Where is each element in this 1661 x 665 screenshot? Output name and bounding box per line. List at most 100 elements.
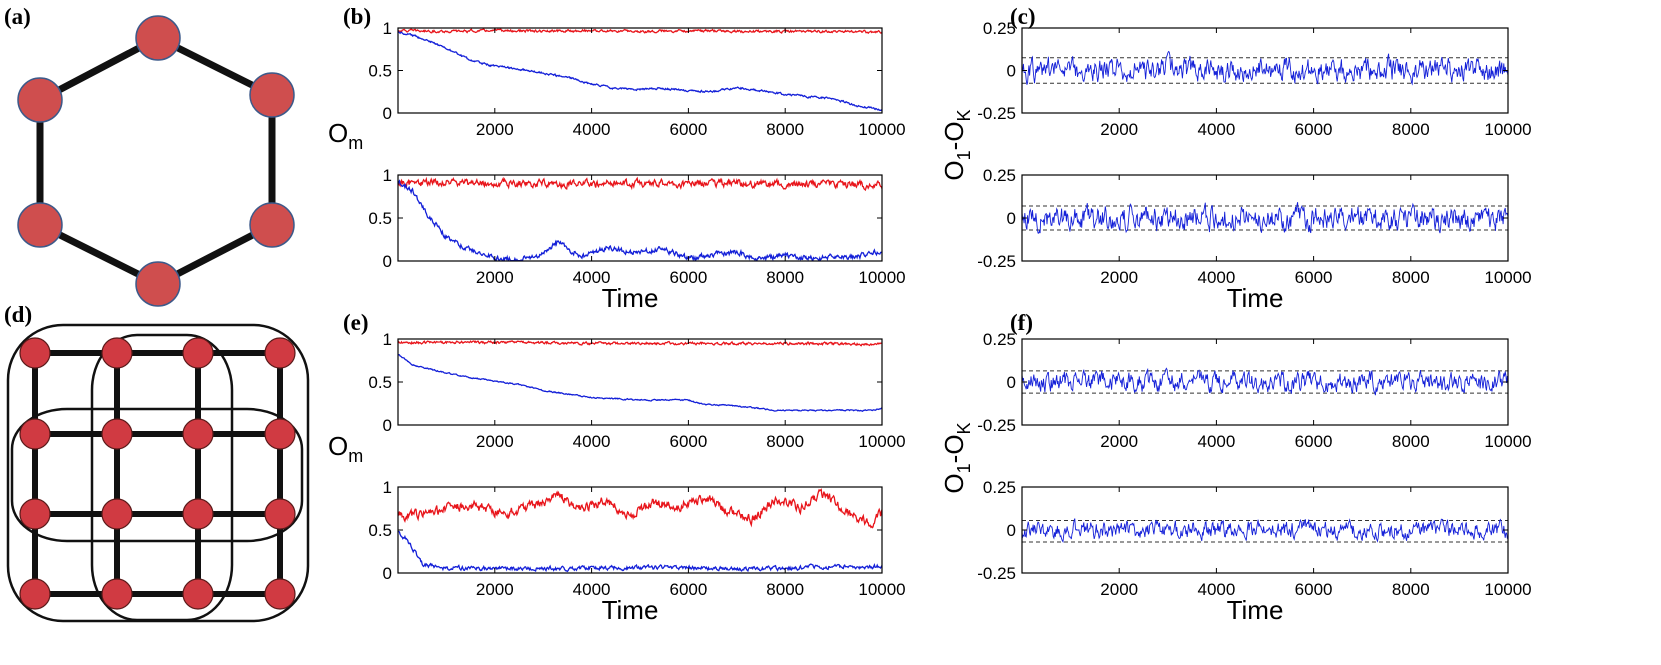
ring-node — [135, 15, 181, 61]
x-tick-label: 2000 — [476, 432, 514, 451]
y-tick-label: -0.25 — [977, 416, 1016, 435]
y-tick-label: 1 — [383, 478, 392, 497]
x-tick-label: 6000 — [1295, 432, 1333, 451]
x-tick-label: 4000 — [573, 268, 611, 287]
lattice-network-diagram — [6, 323, 310, 623]
x-tick-label: 8000 — [1392, 432, 1430, 451]
x-tick-label: 4000 — [1197, 268, 1235, 287]
lattice-node — [19, 578, 51, 610]
x-axis-label: Time — [1227, 283, 1284, 313]
x-tick-label: 10000 — [1484, 432, 1531, 451]
y-tick-label: -0.25 — [977, 252, 1016, 271]
x-tick-label: 8000 — [1392, 268, 1430, 287]
wrap-loop-outer — [6, 323, 310, 623]
y-tick-label: 0 — [1007, 209, 1016, 228]
series-line-difference — [1022, 518, 1508, 543]
wrap-loop-horizontal — [10, 407, 304, 543]
x-tick-label: 8000 — [766, 120, 804, 139]
y-tick-label: 0.25 — [983, 166, 1016, 185]
x-tick-label: 2000 — [1100, 580, 1138, 599]
x-tick-label: 2000 — [1100, 120, 1138, 139]
x-tick-label: 4000 — [573, 432, 611, 451]
x-axis-label: Time — [602, 595, 659, 625]
lattice-node — [19, 418, 51, 450]
y-tick-label: 0 — [1007, 373, 1016, 392]
x-tick-label: 6000 — [669, 120, 707, 139]
ring-node — [249, 72, 295, 118]
ring-network-diagram — [17, 15, 295, 307]
lattice-node — [182, 498, 214, 530]
ring-node — [17, 77, 63, 123]
x-tick-label: 10000 — [1484, 580, 1531, 599]
y-tick-label: 0.25 — [983, 19, 1016, 38]
chart-f-top: -0.25 0 0.25 2000 4000 6000 8000 10000 — [977, 330, 1531, 451]
series-line-blue — [398, 530, 882, 573]
x-tick-label: 10000 — [1484, 268, 1531, 287]
y-tick-label: 0 — [383, 416, 392, 435]
plot-frame — [397, 486, 883, 574]
plot-frame — [397, 338, 883, 426]
chart-e-top: 0 0.5 1 2000 4000 6000 8000 10000 — [368, 330, 905, 451]
x-tick-label: 2000 — [476, 580, 514, 599]
lattice-node — [182, 337, 214, 369]
plot-frame — [397, 174, 883, 262]
y-tick-label: 0.5 — [368, 209, 392, 228]
y-tick-label: 0 — [1007, 521, 1016, 540]
x-tick-label: 6000 — [1295, 580, 1333, 599]
panel-label-f: (f) — [1010, 310, 1033, 335]
y-tick-label: 0.5 — [368, 373, 392, 392]
series-line-blue — [398, 179, 882, 261]
panel-label-c: (c) — [1010, 4, 1036, 29]
x-tick-label: 6000 — [669, 432, 707, 451]
y-axis-label: Om — [328, 118, 363, 153]
panel-label-a: (a) — [4, 4, 31, 29]
series-line-red — [398, 488, 882, 529]
x-axis-label: Time — [602, 283, 659, 313]
lattice-node — [264, 578, 296, 610]
lattice-node — [101, 418, 133, 450]
chart-e-bottom: 0 0.5 1 2000 4000 6000 8000 10000 Time — [368, 478, 905, 625]
x-tick-label: 6000 — [1295, 268, 1333, 287]
x-tick-label: 4000 — [1197, 120, 1235, 139]
x-tick-label: 8000 — [766, 268, 804, 287]
y-tick-label: 0.25 — [983, 478, 1016, 497]
lattice-node — [101, 498, 133, 530]
y-tick-label: 1 — [383, 330, 392, 349]
x-tick-label: 8000 — [766, 580, 804, 599]
panel-label-e: (e) — [343, 310, 369, 335]
lattice-node — [101, 578, 133, 610]
x-tick-label: 10000 — [858, 268, 905, 287]
x-tick-label: 6000 — [669, 580, 707, 599]
ring-node — [249, 202, 295, 248]
panel-label-b: (b) — [343, 4, 371, 29]
lattice-node — [264, 337, 296, 369]
ring-node — [17, 202, 63, 248]
series-line-red — [398, 340, 882, 347]
x-tick-label: 10000 — [858, 120, 905, 139]
x-tick-label: 8000 — [1392, 580, 1430, 599]
chart-c-top: -0.25 0 0.25 2000 4000 6000 8000 10000 — [977, 19, 1531, 139]
y-tick-label: 0 — [1007, 62, 1016, 81]
lattice-node — [19, 498, 51, 530]
series-line-difference — [1022, 202, 1508, 234]
x-tick-label: 2000 — [1100, 432, 1138, 451]
ring-node — [135, 261, 181, 307]
y-tick-label: 0 — [383, 104, 392, 123]
y-tick-label: 0.5 — [368, 62, 392, 81]
x-tick-label: 6000 — [1295, 120, 1333, 139]
x-tick-label: 2000 — [1100, 268, 1138, 287]
x-tick-label: 8000 — [1392, 120, 1430, 139]
y-tick-label: 0.25 — [983, 330, 1016, 349]
x-tick-label: 2000 — [476, 268, 514, 287]
x-tick-label: 2000 — [476, 120, 514, 139]
x-tick-label: 10000 — [1484, 120, 1531, 139]
series-line-red — [398, 28, 882, 35]
y-tick-label: -0.25 — [977, 104, 1016, 123]
y-axis-label: O1-OK — [939, 109, 974, 180]
lattice-node — [182, 578, 214, 610]
x-axis-label: Time — [1227, 595, 1284, 625]
x-tick-label: 4000 — [573, 580, 611, 599]
plot-frame — [1021, 174, 1509, 262]
lattice-node — [264, 498, 296, 530]
series-line-red — [398, 176, 882, 192]
